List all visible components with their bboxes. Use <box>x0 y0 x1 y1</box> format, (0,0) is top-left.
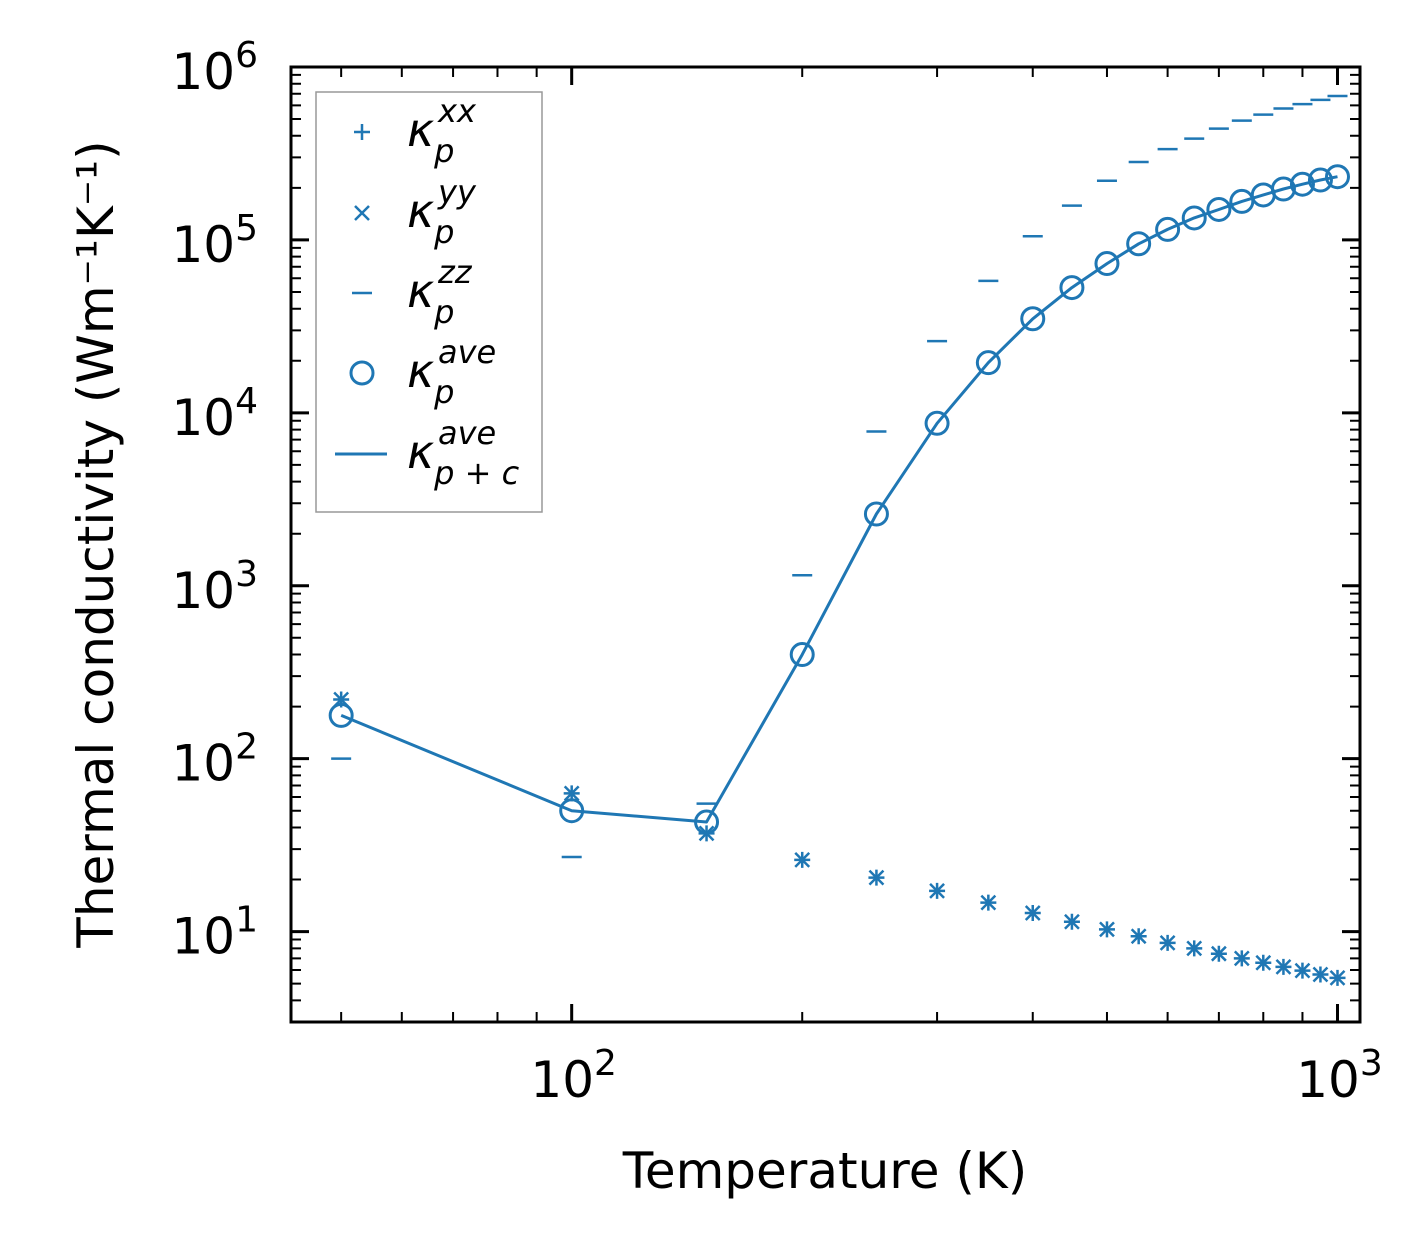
point-kave-500 <box>1094 251 1120 277</box>
point-kyy-450 <box>1064 913 1080 930</box>
point-kave-350 <box>975 350 1001 376</box>
point-kave-50 <box>328 702 354 728</box>
series-kzz <box>331 94 1348 859</box>
legend-label-kave_pc: κp + cave <box>407 414 520 492</box>
point-kyy-900 <box>1294 962 1311 979</box>
point-kyy-250 <box>868 869 885 886</box>
y-tick-label-10: 101 <box>171 900 258 966</box>
series-line-kave_pc <box>340 175 1338 824</box>
point-kave-900 <box>1289 171 1315 197</box>
y-tick-label-100000: 105 <box>171 208 258 274</box>
y-axis-label: Thermal conductivity (Wm⁻¹K⁻¹) <box>67 140 125 948</box>
series-kxx <box>333 691 1346 986</box>
point-kave-450 <box>1059 275 1085 301</box>
legend-label-kave: κpave <box>407 333 496 411</box>
point-kyy-750 <box>1233 950 1250 967</box>
y-tick-label-1000: 103 <box>171 554 258 620</box>
point-kave-950 <box>1307 167 1333 193</box>
series-kave_pc <box>340 175 1338 824</box>
point-kave-600 <box>1155 216 1181 242</box>
point-kyy-800 <box>1255 954 1272 971</box>
point-kyy-550 <box>1130 928 1147 945</box>
legend-item-kave_pc: κp + cave <box>335 414 520 492</box>
legend-marker-kyy <box>354 205 370 221</box>
point-kyy-700 <box>1210 945 1227 962</box>
point-kyy-200 <box>794 851 811 868</box>
axis-ticks <box>291 65 1360 1023</box>
legend-item-kave: κpave <box>349 333 496 411</box>
legend-label-kyy: κpyy <box>407 173 477 251</box>
legend-item-kzz: κpzz <box>352 253 473 331</box>
point-kyy-100 <box>563 785 580 802</box>
tick-labels: 102 103 101 102 103 104 105 106 <box>171 35 1382 1109</box>
plot-area <box>328 94 1350 986</box>
y-tick-label-1000000: 106 <box>171 35 258 101</box>
point-kave-300 <box>924 410 950 436</box>
point-kyy-500 <box>1099 921 1115 938</box>
point-kave-850 <box>1270 176 1296 202</box>
point-kave-650 <box>1181 205 1207 231</box>
legend-label-kzz: κpzz <box>407 253 473 331</box>
point-kyy-950 <box>1312 966 1329 983</box>
point-kave-700 <box>1206 196 1232 222</box>
x-tick-label-100: 102 <box>530 1043 617 1109</box>
point-kave-550 <box>1126 231 1152 257</box>
point-kave-400 <box>1020 306 1046 332</box>
point-kave-250 <box>863 501 889 527</box>
legend-frame <box>315 91 543 513</box>
point-kyy-850 <box>1275 958 1292 975</box>
point-kyy-350 <box>980 894 997 911</box>
point-kave-1000 <box>1324 164 1350 190</box>
legend-item-kxx: κpxx <box>354 92 477 170</box>
axes-frame <box>289 65 1362 1024</box>
series-kyy <box>333 691 1346 986</box>
x-axis-label: Temperature (K) <box>622 1142 1027 1200</box>
point-kave-200 <box>789 642 815 668</box>
point-kyy-400 <box>1024 905 1041 921</box>
point-kyy-600 <box>1159 935 1176 951</box>
point-kyy-650 <box>1186 940 1203 957</box>
legend-marker-kave <box>349 360 375 386</box>
point-kyy-300 <box>929 882 945 899</box>
legend-label-kxx: κpxx <box>407 92 477 170</box>
legend-marker-kxx <box>354 124 370 140</box>
legend-item-kyy: κpyy <box>354 173 477 251</box>
point-kyy-1000 <box>1329 969 1346 986</box>
y-tick-label-10000: 104 <box>171 381 258 447</box>
x-tick-label-1000: 103 <box>1296 1043 1383 1109</box>
y-tick-label-100: 102 <box>171 727 258 793</box>
